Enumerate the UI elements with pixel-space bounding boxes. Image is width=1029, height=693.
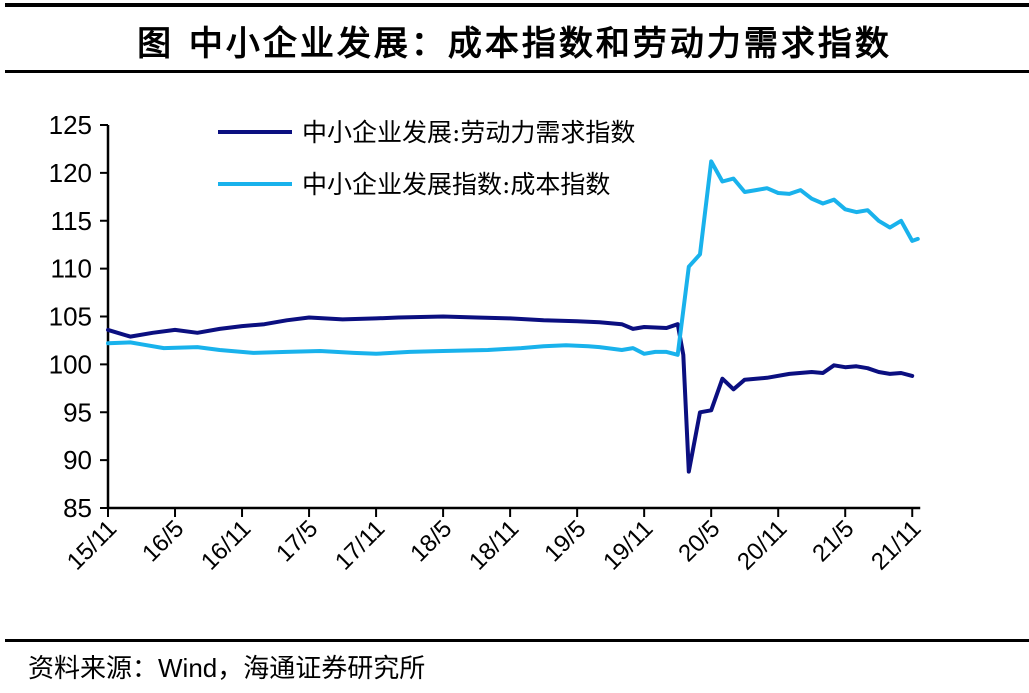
x-tick-label: 18/5 [405, 515, 457, 567]
bottom-rule [5, 639, 1029, 642]
y-tick-label: 85 [63, 493, 92, 523]
y-axis: 85 90 95 100 105 110 115 120 125 [49, 110, 110, 523]
y-tick-label: 110 [51, 254, 92, 284]
source-note: 资料来源：Wind，海通证券研究所 [28, 648, 425, 685]
y-tick-label: 115 [51, 206, 92, 236]
y-tick-label: 100 [49, 349, 92, 379]
x-tick-label: 16/11 [196, 515, 256, 575]
title-rule [5, 70, 1029, 73]
y-tick-label: 95 [63, 397, 92, 427]
x-tick-label: 15/11 [62, 515, 122, 575]
x-tick-label: 16/5 [137, 515, 189, 567]
x-tick-label: 19/5 [539, 515, 591, 567]
chart-lines [106, 159, 920, 474]
cost-index-line [106, 159, 920, 357]
source-wind: Wind [158, 653, 218, 683]
y-tick-label: 120 [49, 158, 92, 188]
legend-label-labor: 中小企业发展:劳动力需求指数 [302, 118, 635, 147]
x-tick-label: 20/5 [673, 515, 725, 567]
x-tick-label: 18/11 [464, 515, 524, 575]
x-tick-label: 21/5 [807, 515, 859, 567]
source-prefix: 资料来源： [28, 654, 159, 684]
source-suffix: ，海通证券研究所 [217, 654, 426, 684]
x-tick-label: 21/11 [866, 515, 926, 575]
x-tick-label: 17/11 [330, 515, 390, 575]
x-axis: 15/11 16/5 16/11 17/5 17/11 18/5 18/11 19/5 19/1… [62, 506, 926, 575]
y-tick-label: 105 [49, 302, 92, 332]
labor-demand-line [106, 314, 915, 474]
top-rule [5, 3, 1029, 7]
x-tick-label: 20/11 [732, 515, 792, 575]
legend-label-cost: 中小企业发展指数:成本指数 [302, 170, 610, 199]
y-tick-label: 90 [63, 445, 92, 475]
chart-title: 图 中小企业发展：成本指数和劳动力需求指数 [137, 24, 892, 64]
x-tick-label: 19/11 [598, 515, 658, 575]
x-tick-label: 17/5 [271, 515, 323, 567]
y-tick-label: 125 [49, 110, 92, 140]
